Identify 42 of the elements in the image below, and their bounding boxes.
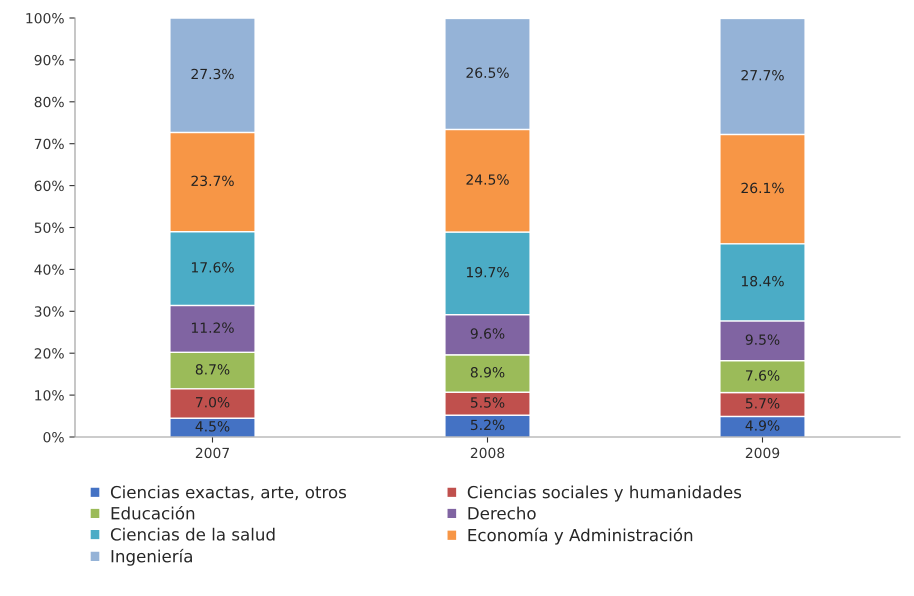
data-label: 5.7% (746, 398, 780, 409)
data-label: 18.4% (742, 276, 784, 286)
y-tick-label: 70% (34, 138, 64, 150)
data-label: 19.7% (466, 266, 509, 278)
data-label: 4.9% (746, 420, 780, 431)
y-tick-label: 80% (34, 96, 64, 108)
y-tick-label: 100% (26, 12, 64, 24)
data-label: 23.7% (191, 176, 234, 186)
y-tick-label: 10% (35, 390, 64, 401)
data-label: 5.5% (470, 397, 504, 408)
data-label: 11.2% (192, 322, 234, 333)
legend-label: Economía y Administración (468, 528, 692, 545)
x-tick-label: 2007 (196, 448, 229, 458)
x-tick-label: 2008 (470, 448, 504, 458)
y-tick-label: 0% (43, 432, 64, 442)
data-label: 8.9% (470, 367, 504, 378)
legend-label: Ciencias de la salud (110, 528, 274, 541)
y-tick-label: 40% (34, 264, 64, 275)
data-label: 17.6% (192, 262, 234, 273)
y-tick-label: 50% (34, 222, 64, 233)
data-label: 9.5% (746, 334, 780, 345)
data-label: 5.2% (470, 420, 504, 430)
data-label: 7.6% (746, 370, 780, 381)
data-label: 27.7% (741, 70, 784, 80)
y-tick-label: 60% (34, 180, 64, 192)
data-label: 26.5% (466, 67, 509, 78)
legend-label: Ciencias exactas, arte, otros (110, 486, 346, 500)
data-label: 26.1% (741, 182, 784, 194)
data-label: 8.7% (196, 364, 230, 375)
data-label: 24.5% (466, 174, 509, 185)
data-label: 27.3% (191, 68, 234, 80)
y-tick-label: 90% (34, 54, 64, 66)
data-label: 9.6% (470, 328, 504, 339)
y-tick-label: 20% (34, 348, 64, 359)
legend-label: Ingeniería (112, 548, 192, 566)
legend-label: Derecho (468, 506, 536, 520)
y-tick-label: 30% (34, 306, 64, 317)
data-label: 7.0% (196, 397, 230, 408)
legend-label: Ciencias sociales y humanidades (468, 486, 742, 502)
x-tick-label: 2009 (746, 448, 780, 458)
legend-label: Educación (112, 506, 194, 520)
data-label: 4.5% (196, 421, 230, 432)
